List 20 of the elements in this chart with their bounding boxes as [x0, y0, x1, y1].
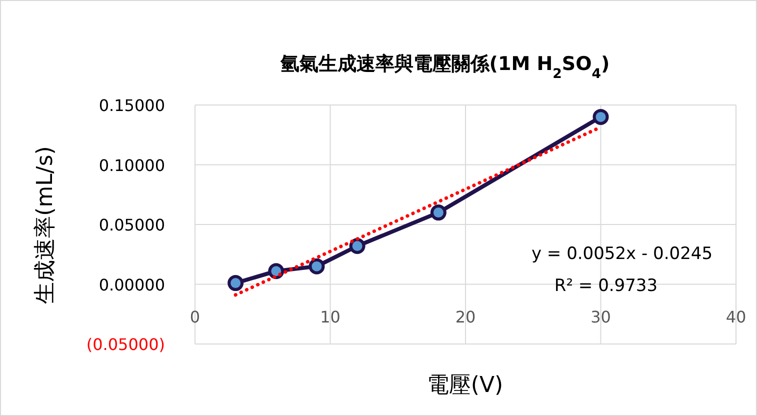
y-tick-label: 0.00000 — [98, 275, 165, 294]
x-tick-label: 30 — [590, 307, 611, 326]
y-axis-title: 生成速率(mL/s) — [33, 146, 58, 304]
annotation: y = 0.0052x - 0.0245 — [531, 244, 713, 264]
chart-title: 氫氣生成速率與電壓關係(1M H$_{2}$SO$_{4}$) — [279, 53, 610, 82]
x-tick-label: 0 — [190, 307, 200, 326]
y-tick-label: 0.10000 — [98, 156, 165, 175]
annotation: R² = 0.9733 — [554, 276, 658, 296]
x-axis-title: 電壓(V) — [426, 373, 504, 398]
point — [308, 258, 325, 274]
point — [430, 204, 446, 221]
y-tick-label: 0.15000 — [98, 96, 165, 115]
y-tick-label: 0.05000 — [98, 216, 165, 234]
point — [592, 108, 609, 125]
point — [228, 275, 244, 292]
point — [349, 238, 366, 254]
x-tick-label: 20 — [455, 307, 476, 326]
x-tick-label: 40 — [726, 307, 746, 326]
y-tick-label: (0.05000) — [86, 335, 165, 354]
x-tick-label: 10 — [320, 307, 340, 326]
